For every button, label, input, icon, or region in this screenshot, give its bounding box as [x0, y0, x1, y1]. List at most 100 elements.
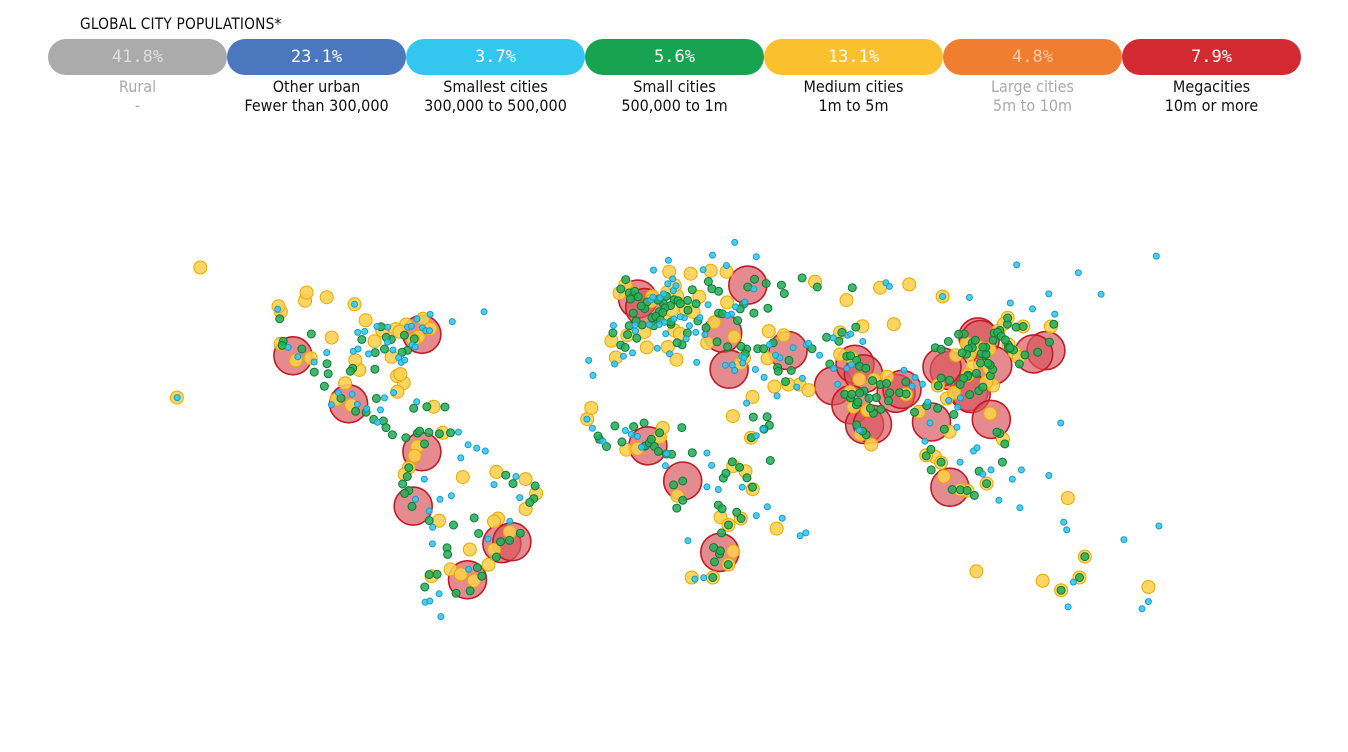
city-point-small: [398, 479, 408, 489]
city-point-small: [508, 479, 518, 489]
city-point-smallest: [353, 400, 361, 408]
city-point-small: [748, 412, 758, 422]
city-point-smallest: [676, 313, 684, 321]
city-point-small: [387, 430, 397, 440]
city-point-small: [469, 513, 479, 523]
city-point-smallest: [420, 475, 428, 483]
city-point-smallest: [885, 282, 893, 290]
city-point-small: [653, 446, 663, 456]
city-point-smallest: [924, 398, 932, 406]
city-point-smallest: [1017, 466, 1025, 474]
city-point-small: [846, 351, 856, 361]
city-point-medium: [393, 367, 408, 382]
city-point-medium: [947, 385, 962, 400]
city-point-smallest: [373, 323, 381, 330]
city-point-small: [933, 381, 943, 391]
city-point-small: [727, 457, 737, 467]
city-point-smallest: [490, 481, 498, 489]
city-point-medium: [324, 330, 339, 345]
city-point-smallest: [953, 423, 961, 431]
city-point-small: [712, 337, 722, 347]
city-point-smallest: [435, 590, 443, 598]
city-point-smallest: [588, 424, 596, 432]
city-point-medium: [720, 295, 735, 310]
city-point-small: [505, 535, 514, 545]
city-point-smallest: [1120, 536, 1128, 544]
city-point-small: [322, 359, 332, 369]
city-point-smallest: [631, 327, 639, 335]
city-point-small: [602, 442, 611, 451]
city-point-smallest: [650, 266, 657, 274]
city-point-smallest: [621, 427, 629, 434]
city-point-small: [735, 462, 745, 472]
city-point-small: [420, 439, 429, 449]
city-point-smallest: [465, 565, 473, 573]
city-point-smallest: [721, 361, 729, 369]
city-point-small: [608, 328, 618, 338]
city-point-medium: [839, 293, 854, 308]
city-point-small: [434, 429, 444, 439]
city-point-medium: [299, 285, 314, 300]
city-point-smallest: [738, 483, 746, 491]
city-point-smallest: [900, 366, 908, 374]
city-point-small: [784, 355, 794, 365]
city-point-smallest: [816, 351, 824, 359]
city-point-smallest: [428, 540, 436, 548]
city-point-smallest: [995, 496, 1003, 504]
city-point-medium: [937, 469, 951, 484]
city-point-smallest: [796, 532, 804, 540]
city-point-small: [822, 332, 832, 342]
category-range-rural: -: [134, 96, 141, 115]
legend-item-small: 5.6% Small cities 500,000 to 1m: [585, 39, 764, 115]
city-point-small: [491, 552, 501, 562]
category-name-other: Other urban: [272, 77, 361, 96]
city-point-small: [351, 406, 361, 416]
city-point-small: [401, 433, 411, 443]
city-point-smallest: [412, 495, 419, 503]
city-point-small: [765, 456, 775, 465]
city-point-smallest: [619, 352, 627, 360]
legend-item-other: 23.1% Other urban Fewer than 300,000: [227, 39, 406, 115]
city-point-small: [404, 463, 414, 473]
city-point-smallest: [701, 331, 709, 339]
category-range-smallest: 300,000 to 500,000: [424, 96, 567, 115]
city-point-small: [1033, 347, 1043, 357]
city-point-smallest: [627, 430, 635, 438]
city-point-smallest: [401, 356, 409, 364]
city-point-small: [623, 330, 632, 340]
share-pill-medium: 13.1%: [764, 39, 943, 75]
city-point-smallest: [918, 380, 926, 388]
city-point-smallest: [1152, 252, 1160, 260]
city-point-small: [978, 382, 988, 392]
city-point-smallest: [583, 415, 591, 423]
city-point-small: [440, 402, 450, 412]
city-point-smallest: [911, 373, 919, 381]
city-point-medium: [453, 567, 468, 582]
city-point-small: [446, 428, 455, 438]
city-point-smallest: [426, 327, 433, 335]
city-point-small: [773, 366, 783, 376]
city-point-medium: [745, 389, 760, 404]
city-point-small: [939, 424, 949, 434]
city-point-small: [724, 520, 733, 530]
category-range-medium: 1m to 5m: [818, 96, 889, 115]
city-point-medium: [338, 376, 353, 391]
city-point-smallest: [663, 450, 671, 458]
city-point-smallest: [429, 523, 437, 531]
city-point-smallest: [847, 330, 855, 338]
city-point-small: [976, 358, 985, 368]
city-point-medium: [584, 401, 599, 415]
city-point-small: [525, 498, 535, 507]
city-point-medium: [864, 437, 879, 452]
city-point-small: [947, 485, 957, 494]
city-point-smallest: [631, 321, 639, 329]
city-point-medium: [367, 334, 382, 349]
city-point-smallest: [700, 574, 708, 582]
city-point-smallest: [407, 322, 415, 330]
city-point-small: [1014, 359, 1024, 369]
city-point-smallest: [973, 444, 981, 452]
city-point-smallest: [274, 305, 282, 313]
city-point-smallest: [731, 367, 739, 374]
city-point-small: [736, 514, 746, 523]
city-point-smallest: [708, 461, 716, 469]
